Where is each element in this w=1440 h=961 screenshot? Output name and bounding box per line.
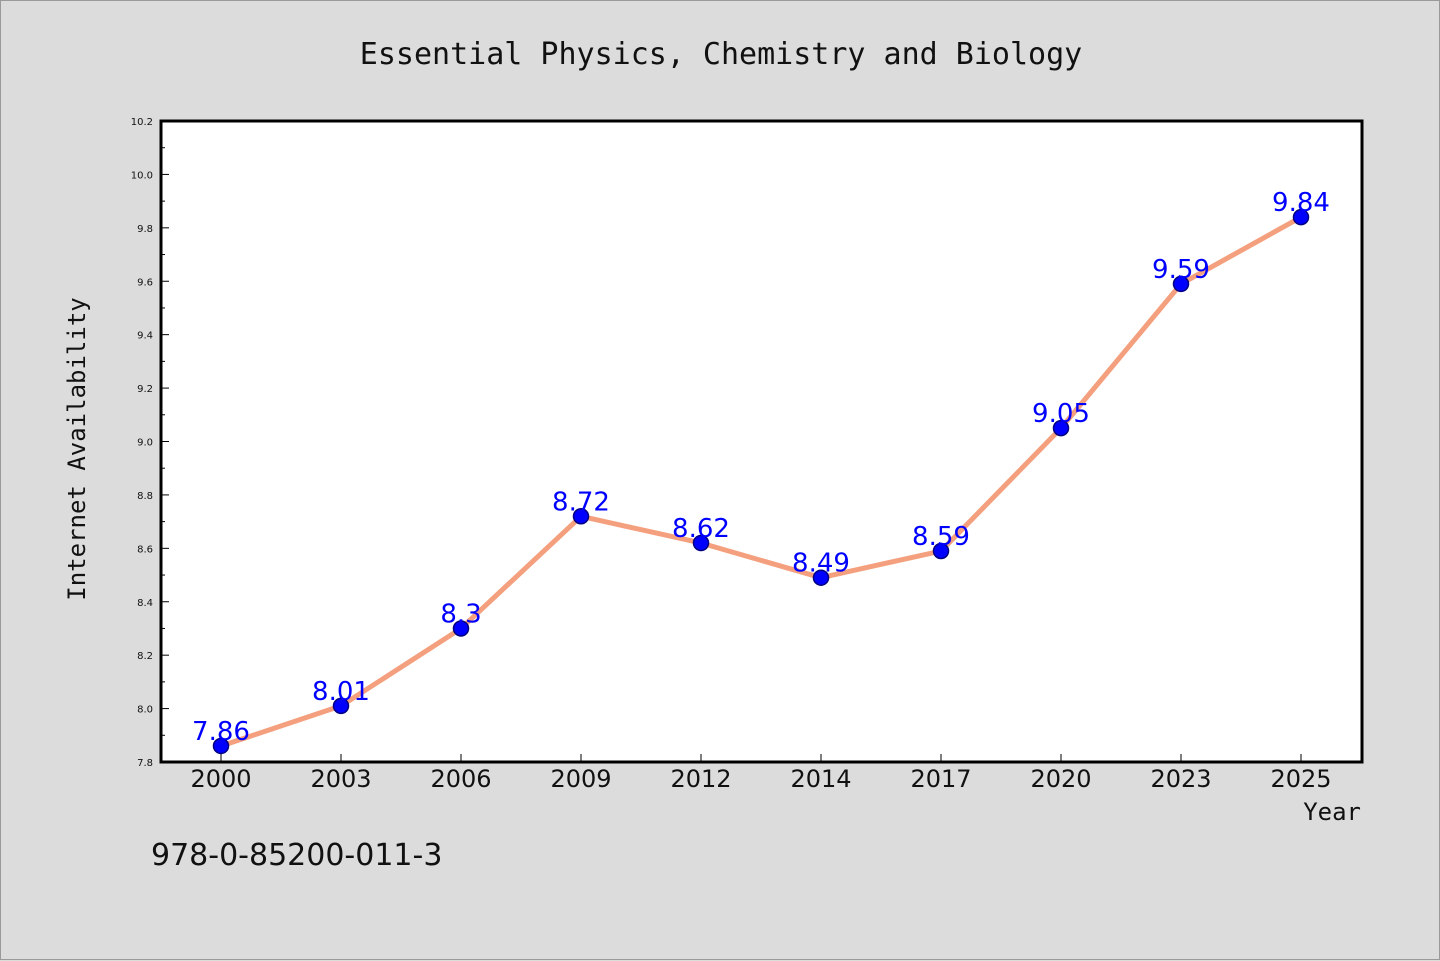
data-label: 8.3 xyxy=(440,599,481,629)
y-tick-label: 8.4 xyxy=(137,598,153,609)
x-axis-label: Year xyxy=(1303,798,1361,826)
data-point xyxy=(812,569,830,586)
x-axis: 2000 2003 2006 2009 2012 2014 2017 2020 2023 2025 xyxy=(190,754,1332,793)
y-tick-label: 8.8 xyxy=(137,491,153,502)
data-point xyxy=(572,508,590,525)
data-point xyxy=(1052,419,1070,437)
x-tick-label: 2006 xyxy=(430,765,491,793)
chart-title: Essential Physics, Chemistry and Biology xyxy=(360,37,1082,72)
y-tick-label: 9.8 xyxy=(137,224,153,235)
x-tick-label: 2017 xyxy=(910,765,971,793)
x-tick-label: 2012 xyxy=(670,765,731,793)
x-tick-label: 2000 xyxy=(190,765,251,793)
y-axis-label: Internet Availability xyxy=(63,297,91,600)
x-tick-label: 2025 xyxy=(1270,765,1331,793)
data-label: 8.59 xyxy=(912,522,970,552)
data-point xyxy=(332,697,350,715)
data-label: 8.49 xyxy=(792,549,850,579)
y-tick-label: 9.0 xyxy=(137,438,153,449)
data-label: 9.84 xyxy=(1272,188,1330,218)
data-point xyxy=(212,737,230,755)
data-label: 9.05 xyxy=(1032,399,1090,429)
y-tick-label: 9.4 xyxy=(137,331,153,342)
x-tick-label: 2009 xyxy=(550,765,611,793)
x-tick-label: 2014 xyxy=(790,765,851,793)
data-label: 9.59 xyxy=(1152,255,1210,285)
y-tick-label: 10.2 xyxy=(131,117,153,128)
y-tick-label: 8.6 xyxy=(137,544,153,555)
y-tick-label: 10.0 xyxy=(131,170,153,181)
data-point xyxy=(1292,208,1310,226)
data-label: 7.86 xyxy=(192,717,250,747)
x-tick-label: 2023 xyxy=(1150,765,1211,793)
data-label: 8.62 xyxy=(672,514,730,544)
y-tick-label: 9.2 xyxy=(137,384,153,395)
y-axis: 7.8 8.0 8.2 8.4 8.6 8.8 9.0 9.2 9.4 9.6 9.8 10.0 10.… xyxy=(131,117,169,769)
y-tick-label: 8.0 xyxy=(137,705,153,716)
data-point xyxy=(932,542,950,560)
data-label: 8.72 xyxy=(552,487,610,517)
x-tick-label: 2003 xyxy=(310,765,371,793)
y-tick-label: 9.6 xyxy=(137,277,153,288)
data-point xyxy=(452,620,470,637)
isbn-text: 978-0-85200-011-3 xyxy=(151,838,442,873)
data-label: 8.01 xyxy=(312,677,370,707)
data-point xyxy=(1172,275,1190,293)
series-markers xyxy=(212,208,1310,755)
data-point xyxy=(692,534,710,552)
series-line xyxy=(220,214,1303,749)
plot-area xyxy=(159,119,1364,764)
x-tick-label: 2020 xyxy=(1030,765,1091,793)
data-labels: 7.86 8.01 8.3 8.72 8.62 8.49 8.59 9.05 9.59 9.84 xyxy=(192,188,1330,747)
y-tick-label: 7.8 xyxy=(137,758,153,769)
y-tick-label: 8.2 xyxy=(137,651,153,662)
